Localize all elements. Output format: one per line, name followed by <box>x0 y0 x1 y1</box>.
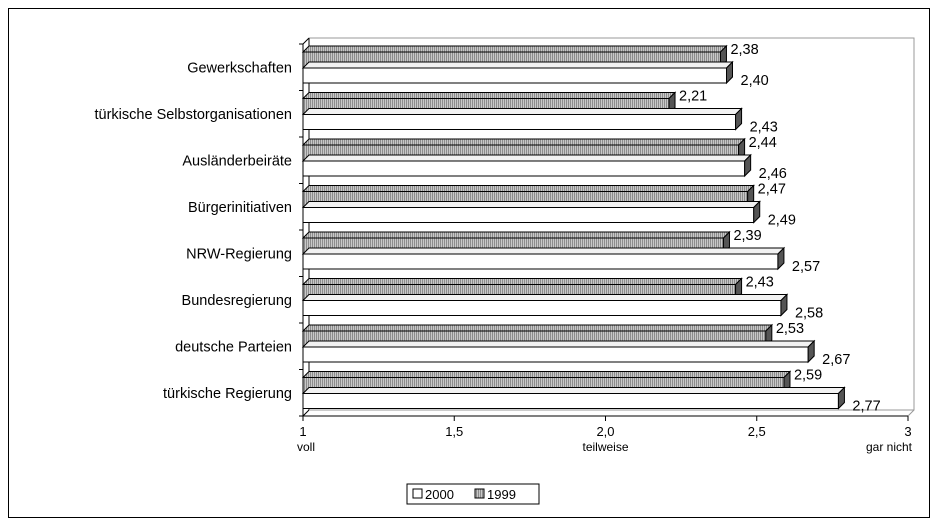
data-label-1999: 2,53 <box>776 321 804 337</box>
data-label-2000: 2,57 <box>792 259 820 275</box>
bar-1999-top <box>301 324 774 332</box>
data-label-1999: 2,39 <box>733 228 761 244</box>
legend-swatch-2000 <box>412 488 423 499</box>
bar-1999-top <box>301 371 792 378</box>
data-label-2000: 2,77 <box>852 399 880 415</box>
bar-2000 <box>302 393 839 409</box>
bar-2000-top <box>301 154 752 162</box>
bar-2000-top <box>301 294 789 301</box>
data-label-2000: 2,46 <box>759 166 787 182</box>
bar-1999-top <box>301 92 677 99</box>
data-label-1999: 2,59 <box>794 368 822 384</box>
bar-2000-side <box>753 200 761 224</box>
category-label: deutsche Parteien <box>175 339 292 355</box>
legend-swatch-1999 <box>474 488 485 499</box>
data-label-1999: 2,44 <box>749 135 777 151</box>
bar-2000 <box>302 207 755 223</box>
bar-2000 <box>302 253 779 270</box>
legend-label-2000: 2000 <box>425 487 454 502</box>
x-tick-label: 3 <box>904 424 911 439</box>
bar-2000-side <box>837 386 845 410</box>
bar-2000-top <box>301 387 846 394</box>
bar-2000 <box>302 114 737 130</box>
bar-2000-top <box>301 247 786 255</box>
data-label-2000: 2,43 <box>750 120 778 136</box>
data-label-2000: 2,40 <box>741 73 769 89</box>
bar-2000 <box>302 160 746 177</box>
bar-2000-side <box>744 153 752 178</box>
legend <box>406 483 540 505</box>
category-label: türkische Selbstorganisationen <box>95 107 292 123</box>
data-label-1999: 2,47 <box>758 182 786 198</box>
bar-2000-top <box>301 201 761 208</box>
bar-1999-top <box>301 45 728 53</box>
plot-back-wall <box>309 37 915 417</box>
x-tick-label: 2,5 <box>748 424 766 439</box>
x-tick-label: 2,0 <box>596 424 614 439</box>
bar-2000-top <box>301 108 743 115</box>
bar-1999-top <box>301 231 731 239</box>
data-label-2000: 2,67 <box>822 352 850 368</box>
category-label: Bundesregierung <box>182 293 292 309</box>
category-label: Bürgerinitiativen <box>188 200 292 216</box>
data-label-1999: 2,38 <box>730 42 758 58</box>
bar-1999-top <box>301 185 755 192</box>
bar-2000-side <box>777 246 785 271</box>
x-tick-label: 1 <box>299 424 306 439</box>
bar-1999-top <box>301 278 743 285</box>
bar-2000 <box>302 300 782 316</box>
data-label-2000: 2,49 <box>768 213 796 229</box>
data-label-1999: 2,21 <box>679 89 707 105</box>
bar-2000-side <box>780 293 788 317</box>
x-tick-label: 1,5 <box>445 424 463 439</box>
bar-2000 <box>302 67 727 84</box>
data-label-2000: 2,58 <box>795 306 823 322</box>
bar-2000-side <box>735 107 743 131</box>
category-label: NRW-Regierung <box>186 246 292 262</box>
x-tick-sublabel: gar nicht <box>866 440 913 454</box>
bar-2000 <box>302 346 809 363</box>
x-tick-sublabel: voll <box>297 440 315 454</box>
bar-2000-top <box>301 61 734 69</box>
category-label: Ausländerbeiräte <box>182 153 292 169</box>
legend-label-1999: 1999 <box>487 487 516 502</box>
bar-2000-top <box>301 340 816 348</box>
data-label-1999: 2,43 <box>746 275 774 291</box>
x-tick-sublabel: teilweise <box>582 440 628 454</box>
bar-1999-top <box>301 138 746 146</box>
category-label: Gewerkschaften <box>187 60 292 76</box>
chart-frame <box>8 8 930 518</box>
bar-2000-side <box>807 339 815 364</box>
category-label: türkische Regierung <box>163 386 292 402</box>
bar-2000-side <box>726 60 733 85</box>
